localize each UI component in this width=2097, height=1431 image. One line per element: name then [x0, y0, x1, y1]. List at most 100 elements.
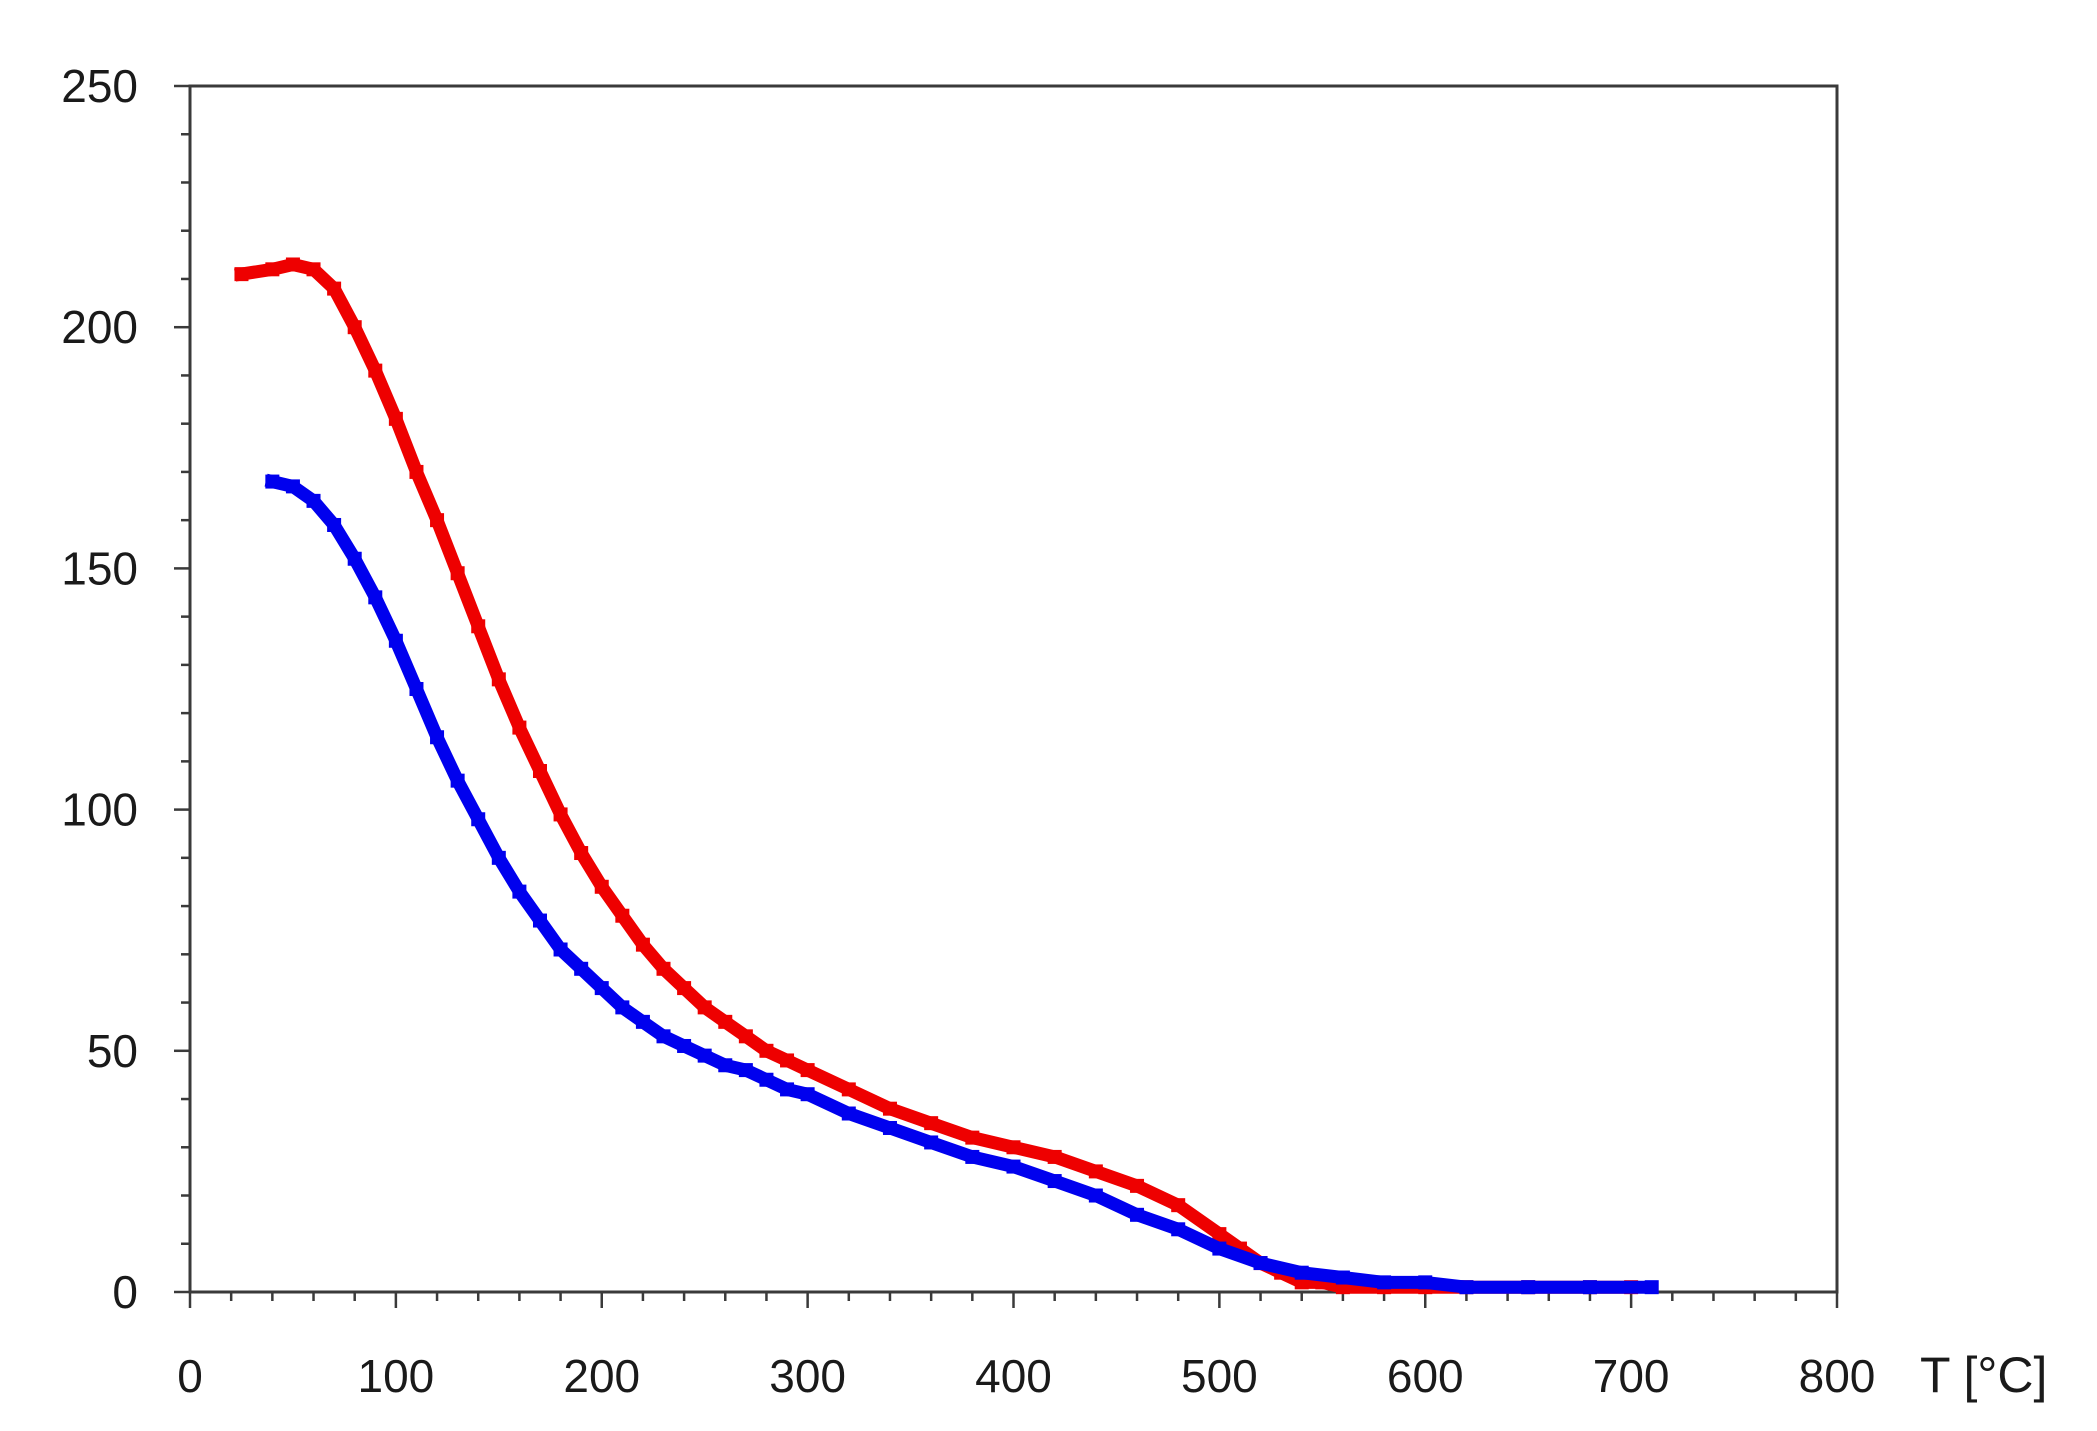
data-point: [574, 846, 589, 861]
y-tick-label: 250: [61, 60, 138, 112]
data-point: [450, 566, 465, 581]
data-point: [615, 1000, 630, 1015]
data-point: [759, 1043, 774, 1058]
data-point: [471, 619, 486, 634]
data-point: [656, 1029, 671, 1044]
data-point: [430, 730, 445, 745]
x-tick-label: 800: [1799, 1350, 1876, 1402]
data-point: [1377, 1275, 1392, 1290]
data-point: [635, 937, 650, 952]
data-point: [1335, 1270, 1350, 1285]
x-tick-label: 200: [563, 1350, 640, 1402]
data-point: [368, 590, 383, 605]
data-point: [553, 942, 568, 957]
data-point: [718, 1014, 733, 1029]
data-point: [285, 479, 300, 494]
data-point: [347, 320, 362, 335]
data-point: [368, 363, 383, 378]
data-point: [1047, 1149, 1062, 1164]
data-point: [677, 1038, 692, 1053]
y-tick-label: 0: [112, 1266, 138, 1318]
data-point: [532, 764, 547, 779]
plot-frame: [188, 84, 1839, 1294]
data-point: [491, 672, 506, 687]
data-point: [738, 1029, 753, 1044]
data-point: [1212, 1227, 1227, 1242]
data-point: [265, 474, 280, 489]
data-point: [677, 981, 692, 996]
data-point: [882, 1101, 897, 1116]
data-point: [1130, 1207, 1145, 1222]
data-point: [409, 682, 424, 696]
data-point: [388, 411, 403, 426]
data-point: [1582, 1280, 1597, 1295]
y-tick-label: 200: [61, 301, 138, 353]
data-point: [285, 257, 300, 272]
data-point: [780, 1053, 795, 1068]
data-point: [471, 812, 486, 827]
data-point: [388, 633, 403, 648]
x-tick-label: 500: [1181, 1350, 1258, 1402]
y-tick-label: 100: [61, 784, 138, 836]
data-point: [409, 464, 424, 479]
data-point: [512, 720, 527, 735]
x-tick-label: 400: [975, 1350, 1052, 1402]
data-point: [594, 981, 609, 996]
data-point: [615, 908, 630, 923]
series-layer: [234, 257, 1659, 1295]
data-point: [1006, 1159, 1021, 1174]
data-point: [697, 1000, 712, 1015]
data-point: [800, 1087, 815, 1102]
data-point: [1212, 1241, 1227, 1256]
data-point: [306, 262, 321, 277]
data-point: [697, 1048, 712, 1063]
data-point: [882, 1120, 897, 1135]
data-point: [1418, 1275, 1433, 1290]
data-point: [306, 493, 321, 508]
data-point: [1088, 1164, 1103, 1179]
data-point: [553, 807, 568, 822]
data-point: [1294, 1265, 1309, 1280]
data-point: [965, 1149, 980, 1164]
data-point: [738, 1063, 753, 1078]
y-tick-label: 50: [87, 1025, 138, 1077]
data-point: [1088, 1188, 1103, 1203]
data-point: [656, 961, 671, 976]
data-point: [924, 1135, 939, 1150]
data-point: [800, 1063, 815, 1078]
x-tick-label: 0: [177, 1350, 203, 1402]
data-point: [1171, 1222, 1186, 1237]
data-point: [1521, 1280, 1536, 1295]
data-point: [1253, 1256, 1268, 1271]
data-point: [780, 1082, 795, 1097]
y-axis: 0 50 100 150 200 250: [61, 60, 190, 1318]
series-2: [264, 473, 1659, 1295]
data-point: [265, 262, 280, 277]
series-line: [264, 473, 1659, 1294]
data-point: [1047, 1174, 1062, 1189]
data-point: [234, 267, 249, 282]
data-point: [759, 1072, 774, 1087]
data-point: [1130, 1178, 1145, 1193]
x-tick-label: 700: [1593, 1350, 1670, 1402]
data-point: [347, 551, 362, 566]
y-tick-label: 150: [61, 542, 138, 594]
data-point: [430, 513, 445, 528]
data-point: [491, 850, 506, 865]
data-point: [532, 913, 547, 928]
data-point: [327, 517, 342, 532]
data-point: [594, 879, 609, 894]
x-tick-label: 300: [769, 1350, 846, 1402]
data-point: [1171, 1198, 1186, 1213]
data-point: [450, 773, 465, 788]
data-point: [574, 961, 589, 976]
x-axis-label: T [°C]: [1920, 1347, 2047, 1403]
x-tick-label: 600: [1387, 1350, 1464, 1402]
data-point: [924, 1116, 939, 1131]
data-point: [635, 1014, 650, 1029]
data-point: [841, 1082, 856, 1097]
data-point: [1006, 1140, 1021, 1155]
data-point: [512, 884, 527, 899]
data-point: [1459, 1280, 1474, 1295]
